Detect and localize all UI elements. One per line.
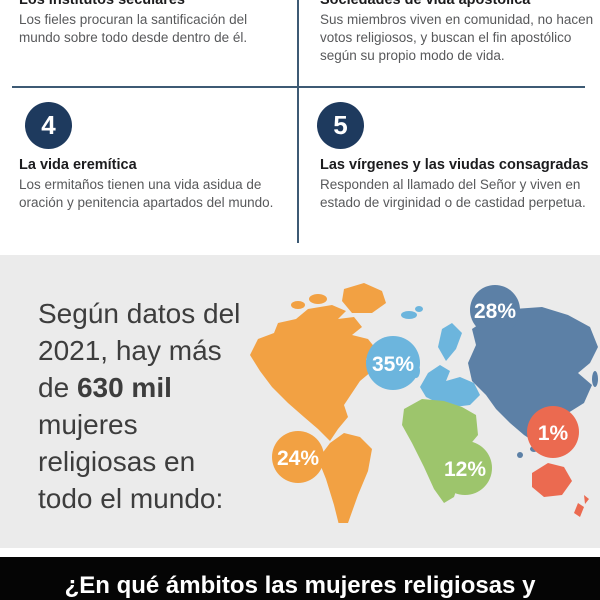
- badge-europe: 35%: [366, 336, 420, 390]
- stats-line: de 630 mil: [38, 372, 172, 403]
- continent-oceania: [532, 463, 589, 517]
- stats-line: todo el mundo:: [38, 483, 224, 514]
- continent-americas: [250, 283, 386, 523]
- badge-americas-label: 24%: [277, 447, 319, 470]
- cell-title: La vida eremítica: [19, 157, 137, 173]
- badge-oceania: 1%: [527, 406, 579, 458]
- cell-title: Los institutos seculares: [19, 0, 185, 8]
- stats-line: Según datos del: [38, 298, 241, 329]
- badge-asia: 28%: [470, 285, 520, 335]
- number-badge-4-label: 4: [41, 110, 56, 140]
- number-badge-5-label: 5: [333, 110, 348, 140]
- badge-africa: 12%: [438, 441, 492, 495]
- cell-body: Los ermitaños tienen una vida asidua de …: [19, 177, 274, 210]
- horizontal-divider: [12, 86, 585, 88]
- vertical-divider: [297, 0, 299, 243]
- cell-body: Responden al llamado del Señor y viven e…: [320, 177, 586, 210]
- grid-cell-consecrated-virgins: Las vírgenes y las viudas consagradas Re…: [320, 157, 600, 212]
- grid-cell-apostolic-societies: Sociedades de vida apostólica Sus miembr…: [320, 0, 600, 65]
- badge-oceania-label: 1%: [538, 422, 569, 445]
- stats-intro-text: Según datos del 2021, hay más de 630 mil…: [38, 295, 240, 517]
- number-badge-4: 4: [25, 102, 72, 149]
- cell-body: Sus miembros viven en comunidad, no hace…: [320, 12, 594, 63]
- badge-asia-label: 28%: [474, 300, 516, 323]
- stats-line: mujeres: [38, 409, 138, 440]
- cell-title: Las vírgenes y las viudas consagradas: [320, 157, 589, 173]
- cell-title: Sociedades de vida apostólica: [320, 0, 531, 8]
- stats-line: 2021, hay más: [38, 335, 222, 366]
- stats-line: religiosas en: [38, 446, 196, 477]
- grid-cell-secular-institutes: Los institutos seculares Los fieles proc…: [19, 0, 291, 47]
- footer-question-band: ¿En qué ámbitos las mujeres religiosas y: [0, 557, 600, 600]
- badge-europe-label: 35%: [372, 353, 414, 376]
- stats-highlight-number: 630 mil: [76, 372, 172, 403]
- cell-body: Los fieles procuran la santificación del…: [19, 12, 248, 45]
- world-map: 24% 35% 28% 12% 1%: [250, 283, 598, 523]
- footer-question: ¿En qué ámbitos las mujeres religiosas y: [64, 572, 536, 599]
- number-badge-5: 5: [317, 102, 364, 149]
- grid-cell-eremitic-life: La vida eremítica Los ermitaños tienen u…: [19, 157, 291, 212]
- badge-africa-label: 12%: [444, 458, 486, 481]
- badge-americas: 24%: [272, 431, 324, 483]
- stats-section: Según datos del 2021, hay más de 630 mil…: [0, 255, 600, 548]
